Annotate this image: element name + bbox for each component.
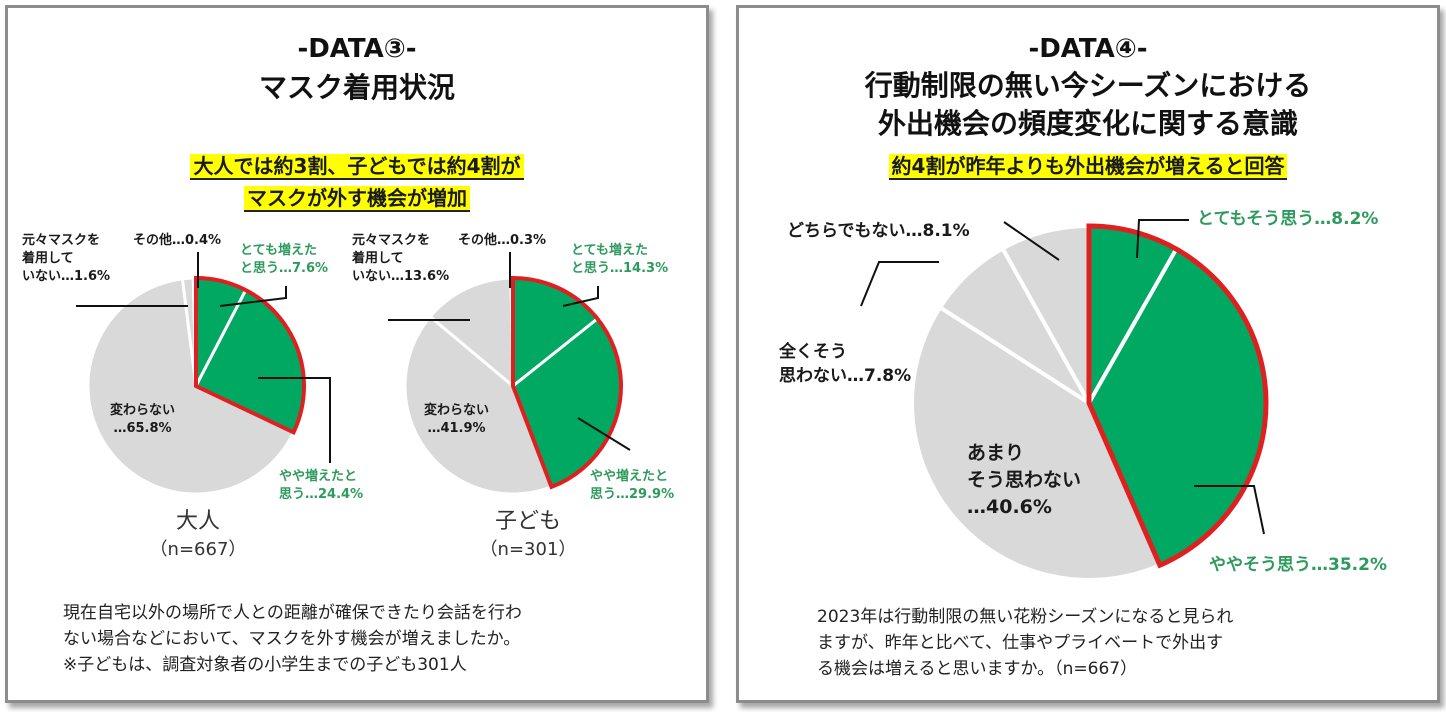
child-totemo-leader bbox=[562, 286, 599, 307]
adult-kawaranai-label: 変わらない …65.8% bbox=[110, 403, 176, 436]
adult-yaya-label: やや増えたと 思う…24.4% bbox=[279, 469, 364, 502]
out-totemo-leader bbox=[1136, 219, 1189, 259]
outing-pie-slice-2 bbox=[910, 304, 1163, 582]
child-yaya-leader bbox=[577, 417, 631, 451]
panel-data3: -DATA③- マスク着用状況 大人では約3割、子どもでは約4割が マスクが外す… bbox=[5, 5, 709, 703]
data4-highlight: 約4割が昨年よりも外出機会が増えると回答 bbox=[739, 150, 1437, 180]
data3-title: マスク着用状況 bbox=[258, 71, 455, 104]
adult-totemo-leader bbox=[219, 286, 287, 307]
out-yaya-label: ややそう思う…35.2% bbox=[1209, 555, 1387, 575]
child-group-label: 子ども （n=301） bbox=[479, 509, 577, 560]
outing-pie-highlight-outline bbox=[1086, 223, 1269, 569]
out-mattaku-label: 全くそう 思わない…7.8% bbox=[779, 342, 912, 386]
data4-title-1: 行動制限の無い今シーズンにおける bbox=[864, 69, 1312, 102]
adult-totemo-label: とても増えた と思う…7.6% bbox=[240, 243, 329, 276]
child-other-label: その他…0.3% bbox=[458, 233, 547, 248]
child-kawaranai-label: 変わらない …41.9% bbox=[424, 403, 490, 436]
out-amari-label: あまり そう思わない …40.6% bbox=[967, 442, 1082, 518]
adult-pie-slice-2 bbox=[86, 277, 296, 496]
data4-question-note: 2023年は行動制限の無い花粉シーズンになると見られ ますが、昨年と比べて、仕事… bbox=[817, 607, 1234, 679]
child-totemo-label: とても増えた と思う…14.3% bbox=[571, 243, 669, 276]
data4-title-2: 外出機会の頻度変化に関する意識 bbox=[877, 107, 1298, 140]
data4-id: -DATA④- bbox=[1028, 34, 1148, 64]
adult-other-label: その他…0.4% bbox=[133, 233, 222, 248]
child-yaya-label: やや増えたと 思う…29.9% bbox=[590, 469, 675, 502]
data3-question-note: 現在自宅以外の場所で人との距離が確保できたり会話を行わ ない場合などにおいて、マ… bbox=[63, 603, 522, 675]
data3-highlight-2: マスクが外す機会が増加 bbox=[8, 182, 706, 212]
out-totemo-label: とてもそう思う…8.2% bbox=[1197, 209, 1379, 229]
adult-motomoto-label: 元々マスクを 着用して いない…1.6% bbox=[22, 233, 111, 284]
child-motomoto-label: 元々マスクを 着用して いない…13.6% bbox=[352, 233, 450, 284]
out-mattaku-leader bbox=[860, 261, 939, 307]
data3-pie-charts bbox=[76, 252, 631, 496]
child-pie-slice-3 bbox=[428, 276, 515, 390]
adult-group-label: 大人 （n=667） bbox=[149, 509, 247, 560]
out-dochira-label: どちらでもない…8.1% bbox=[787, 221, 970, 241]
data3-id: -DATA③- bbox=[297, 34, 417, 64]
panel-data4: -DATA④- 行動制限の無い今シーズンにおける 外出機会の頻度変化に関する意識… bbox=[736, 5, 1440, 703]
adult-yaya-leader bbox=[258, 377, 331, 463]
data3-highlight-1: 大人では約3割、子どもでは約4割が bbox=[8, 150, 706, 180]
adult-pie-highlight-outline bbox=[194, 275, 306, 436]
out-dochira-leader bbox=[1003, 221, 1060, 261]
data4-pie-chart bbox=[860, 219, 1269, 582]
child-pie-highlight-outline bbox=[511, 275, 623, 490]
child-pie-slice-2 bbox=[403, 314, 554, 496]
out-yaya-leader bbox=[1194, 485, 1265, 535]
